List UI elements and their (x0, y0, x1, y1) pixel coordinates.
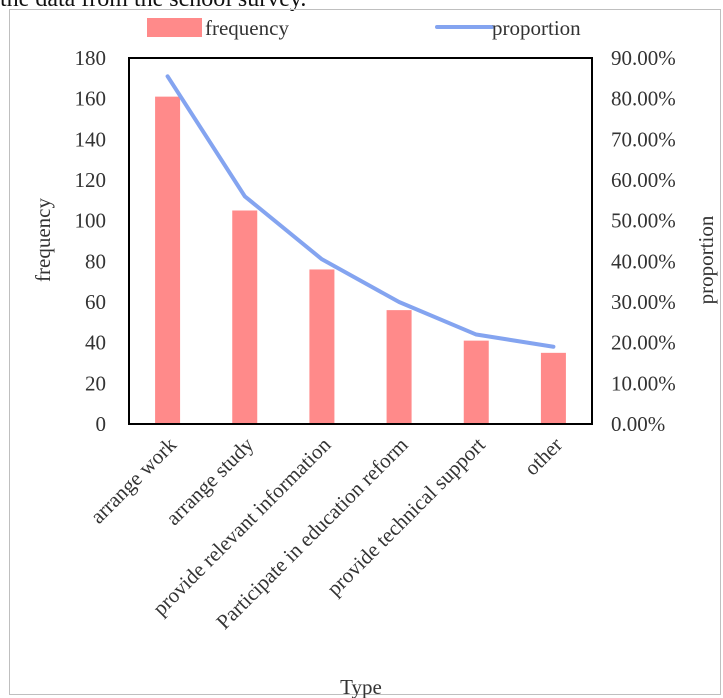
y2-tick-label: 20.00% (611, 331, 676, 355)
legend-label-proportion: proportion (492, 16, 581, 40)
y2-tick-label: 80.00% (611, 87, 676, 111)
y2-tick-label: 40.00% (611, 249, 676, 273)
y2-tick-label: 60.00% (611, 168, 676, 192)
bar-2 (232, 210, 258, 424)
y2-tick-label: 10.00% (611, 371, 676, 395)
axis-titles: Type frequency proportion (31, 198, 718, 698)
y-tick-label: 60 (85, 290, 106, 314)
plot-border (128, 57, 593, 425)
x-tick-label: other (519, 433, 566, 480)
y2-tick-label: 50.00% (611, 209, 676, 233)
x-tick-label: provide technical support (322, 432, 490, 600)
chart-frame (9, 9, 721, 695)
bar-1 (155, 96, 181, 424)
y-axis-title: frequency (31, 198, 55, 282)
legend-label-frequency: frequency (205, 16, 289, 40)
bar-5 (463, 340, 489, 424)
y2-tick-label: 70.00% (611, 127, 676, 151)
y-tick-label: 100 (75, 209, 107, 233)
y2-tick-label: 30.00% (611, 290, 676, 314)
bar-3 (309, 269, 335, 424)
y-tick-label: 140 (75, 127, 107, 151)
legend-swatch-frequency (147, 18, 202, 37)
y2-tick-label: 90.00% (611, 46, 676, 70)
x-axis-title: Type (340, 675, 382, 698)
y-tick-label: 120 (75, 168, 107, 192)
y2-tick-label: 0.00% (611, 412, 665, 436)
y-tick-label: 180 (75, 46, 107, 70)
y-tick-label: 80 (85, 249, 106, 273)
y-tick-label: 0 (96, 412, 107, 436)
proportion-line (165, 74, 556, 349)
y-tick-label: 20 (85, 371, 106, 395)
chart-legend: frequency proportion (147, 16, 581, 40)
y-tick-label: 160 (75, 87, 107, 111)
y-tick-label: 40 (85, 331, 106, 355)
bar-6 (540, 352, 566, 424)
y2-axis-title: proportion (694, 215, 718, 304)
bar-4 (386, 310, 412, 424)
plot-area (128, 57, 593, 425)
